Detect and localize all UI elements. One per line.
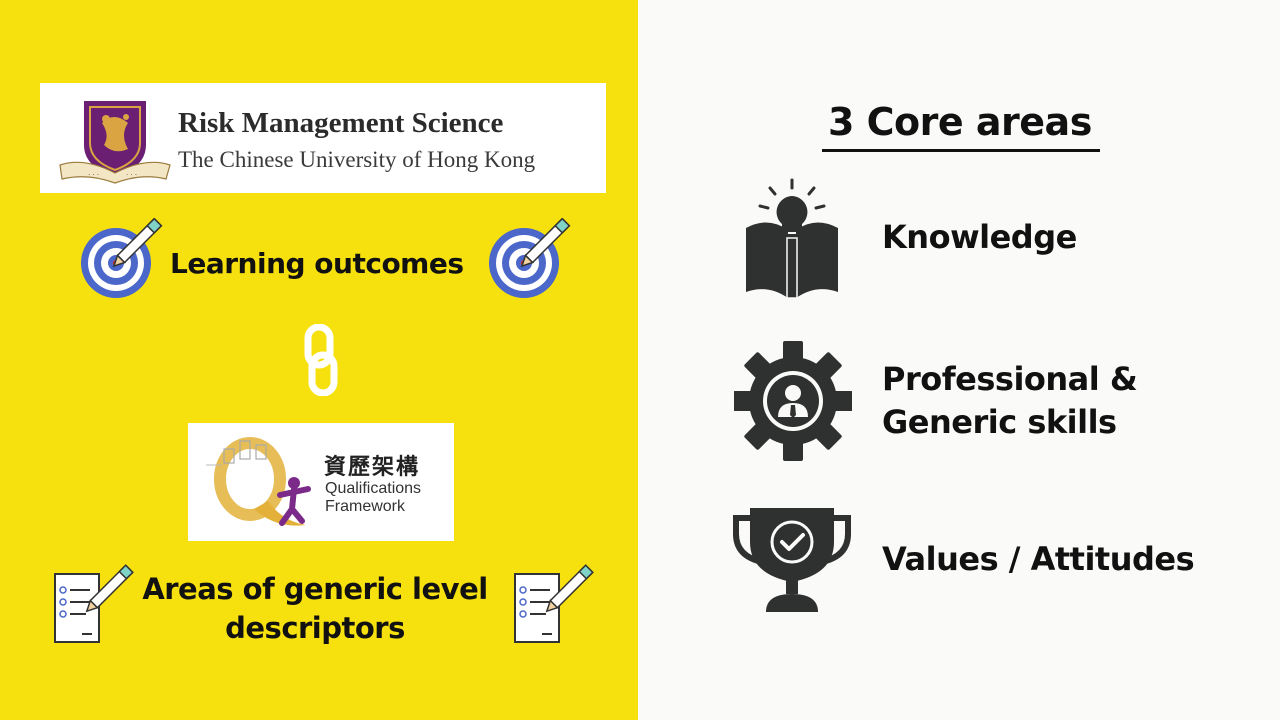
gear-person-icon (734, 341, 852, 461)
chain-link-icon (304, 324, 338, 396)
cuhk-emblem-icon: · · · · · · (59, 101, 171, 184)
core-areas-title: 3 Core areas (828, 100, 1092, 144)
right-panel (638, 0, 1280, 720)
qf-logo-icon (206, 437, 311, 526)
qf-logo-card: 資歷架構 Qualifications Framework (188, 423, 454, 541)
areas-label-line2: descriptors (225, 611, 405, 645)
areas-label-line1: Areas of generic level (142, 572, 488, 606)
learning-outcomes-label: Learning outcomes (170, 247, 464, 280)
logo-subtitle: The Chinese University of Hong Kong (178, 147, 536, 172)
target-pencil-icon (489, 218, 571, 298)
area-label-skills: Professional & Generic skills (882, 360, 1138, 441)
qf-english-line2: Framework (325, 498, 406, 515)
qf-chinese-name: 資歷架構 (324, 455, 421, 480)
qf-english-line1: Qualifications (325, 480, 422, 497)
svg-text:· · ·: · · · (88, 171, 99, 179)
target-pencil-icon (81, 218, 163, 298)
area-label-values: Values / Attitudes (882, 540, 1195, 578)
cuhk-logo-card: · · · · · · Risk Management Science The … (40, 83, 606, 193)
areas-descriptors-label: Areas of generic level descriptors (130, 570, 500, 648)
trophy-check-icon (733, 508, 851, 612)
qf-english-name: Qualifications Framework (325, 480, 421, 516)
area-label-knowledge: Knowledge (882, 218, 1077, 256)
svg-text:· · ·: · · · (126, 171, 137, 179)
book-lightbulb-icon (746, 178, 838, 299)
title-underline (822, 149, 1100, 152)
checklist-pencil-icon (514, 564, 594, 643)
checklist-pencil-icon (54, 564, 134, 643)
logo-title: Risk Management Science (178, 107, 504, 139)
